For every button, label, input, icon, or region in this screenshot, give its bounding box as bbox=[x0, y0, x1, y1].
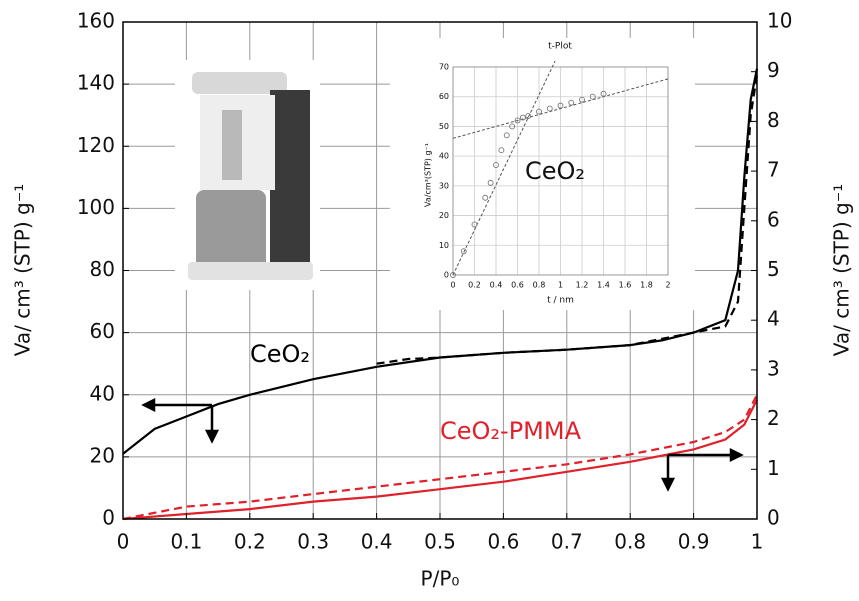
inset-x-label: t / nm bbox=[547, 296, 574, 306]
y-tick-label: 100 bbox=[77, 195, 115, 219]
point bbox=[600, 90, 607, 97]
point bbox=[498, 147, 505, 154]
y-tick-label: 60 bbox=[439, 92, 449, 101]
point bbox=[525, 113, 532, 119]
point bbox=[493, 162, 499, 169]
y-tick-label: 40 bbox=[439, 152, 449, 161]
y-tick-label: 50 bbox=[439, 122, 449, 131]
y2-tick-label: 9 bbox=[767, 58, 780, 82]
x-tick-label: 1.4 bbox=[597, 281, 610, 290]
inset-frame bbox=[452, 66, 669, 276]
instrument-photo bbox=[175, 60, 320, 290]
x-tick-label: 0.2 bbox=[468, 281, 481, 290]
axis-arrows bbox=[141, 397, 744, 492]
y-axis-label: Va/ cm³ (STP) g⁻¹ bbox=[11, 184, 35, 357]
inset-title: t-Plot bbox=[548, 42, 572, 52]
y2-tick-label: 1 bbox=[767, 456, 780, 480]
y-tick-label: 160 bbox=[77, 9, 115, 33]
point bbox=[482, 194, 489, 201]
x-tick-label: 0.7 bbox=[551, 530, 583, 554]
y-tick-label: 60 bbox=[90, 319, 115, 343]
fit-line bbox=[452, 78, 669, 139]
point bbox=[589, 93, 596, 100]
point bbox=[514, 117, 521, 124]
x-tick-label: 0.6 bbox=[487, 530, 519, 554]
x-tick-label: 0.2 bbox=[234, 530, 266, 554]
y2-tick-label: 0 bbox=[767, 506, 780, 530]
y-tick-label: 140 bbox=[77, 71, 115, 95]
x-tick-label: 0.9 bbox=[678, 530, 710, 554]
x-tick-label: 0.3 bbox=[297, 530, 329, 554]
point bbox=[579, 96, 585, 103]
x-tick-label: 1 bbox=[558, 281, 563, 290]
x-tick-label: 1.6 bbox=[619, 281, 632, 290]
y-tick-label: 20 bbox=[90, 443, 115, 467]
point bbox=[536, 108, 542, 115]
x-tick-label: 0.8 bbox=[614, 530, 646, 554]
y-tick-label: 10 bbox=[439, 241, 449, 250]
annotation: CeO₂ bbox=[250, 340, 310, 368]
y2-tick-label: 5 bbox=[767, 257, 780, 281]
series-line bbox=[122, 399, 758, 521]
point bbox=[546, 105, 553, 112]
series-line bbox=[376, 74, 759, 365]
inset-y-label: Va/cm³(STP) g⁻¹ bbox=[424, 143, 433, 207]
y-tick-label: 70 bbox=[439, 63, 449, 72]
y2-tick-label: 7 bbox=[767, 158, 780, 182]
x-tick-label: 0.6 bbox=[511, 281, 524, 290]
y-tick-label: 0 bbox=[102, 506, 115, 530]
point bbox=[519, 114, 526, 121]
x-tick-label: 1 bbox=[751, 530, 764, 554]
y-tick-label: 120 bbox=[77, 133, 115, 157]
y-tick-label: 0 bbox=[444, 271, 449, 280]
inset-background bbox=[390, 38, 695, 310]
point bbox=[450, 272, 456, 278]
y2-tick-label: 3 bbox=[767, 356, 780, 380]
y-tick-label: 40 bbox=[90, 381, 115, 405]
x-tick-label: 0.5 bbox=[424, 530, 456, 554]
x-tick-label: 0.8 bbox=[533, 281, 546, 290]
x-tick-label: 2 bbox=[665, 281, 670, 290]
y-tick-label: 80 bbox=[90, 257, 115, 281]
point bbox=[471, 221, 478, 228]
x-tick-label: 1.8 bbox=[640, 281, 653, 290]
x-tick-label: 1.2 bbox=[576, 281, 589, 290]
annotation: CeO₂-PMMA bbox=[440, 417, 582, 445]
point bbox=[503, 132, 510, 139]
point bbox=[460, 248, 467, 255]
y2-axis-label: Va/ cm³ (STP) g⁻¹ bbox=[830, 184, 854, 357]
y2-tick-label: 6 bbox=[767, 207, 780, 231]
x-tick-label: 0 bbox=[450, 281, 455, 290]
point bbox=[487, 179, 494, 186]
point bbox=[557, 102, 564, 109]
fit-line bbox=[452, 60, 556, 276]
x-tick-label: 0.1 bbox=[170, 530, 202, 554]
x-tick-label: 0 bbox=[117, 530, 130, 554]
series-line bbox=[122, 394, 758, 521]
y-tick-label: 30 bbox=[439, 181, 449, 190]
point bbox=[568, 99, 575, 106]
inset-annotation: CeO₂ bbox=[525, 157, 585, 185]
y2-tick-label: 8 bbox=[767, 108, 780, 132]
y2-tick-label: 10 bbox=[767, 9, 792, 33]
y-tick-label: 20 bbox=[439, 211, 449, 220]
x-tick-label: 0.4 bbox=[361, 530, 393, 554]
point bbox=[509, 123, 516, 130]
x-tick-label: 0.4 bbox=[490, 281, 503, 290]
y2-tick-label: 2 bbox=[767, 406, 780, 430]
y2-tick-label: 4 bbox=[767, 307, 780, 331]
x-axis-label: P/P₀ bbox=[421, 567, 460, 591]
